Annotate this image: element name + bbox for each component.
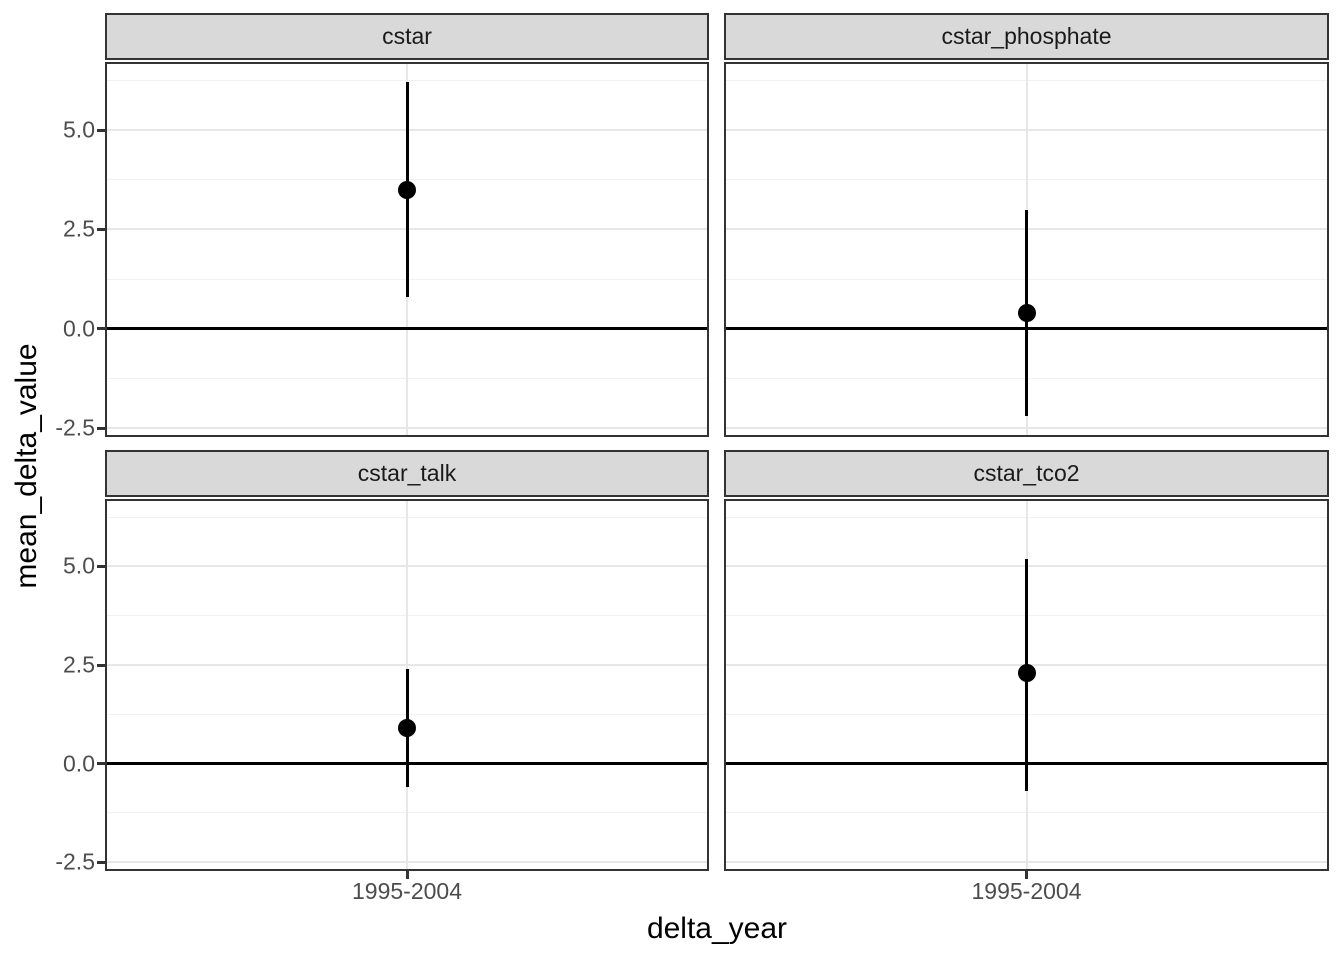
y-tick-label: -2.5 xyxy=(55,414,95,441)
x-tick-label: 1995-2004 xyxy=(352,878,462,904)
point-estimate xyxy=(398,180,416,199)
y-tick-label: 5.0 xyxy=(63,552,95,579)
x-tick-label: 1995-2004 xyxy=(971,878,1082,904)
facet-strip-label: cstar_phosphate xyxy=(941,23,1112,49)
y-tick-mark xyxy=(97,564,105,568)
y-tick-mark xyxy=(97,762,105,766)
y-tick-label: 0.0 xyxy=(63,750,95,777)
y-tick-label: 5.0 xyxy=(63,116,95,143)
x-axis-title: delta_year xyxy=(646,912,788,945)
facet-strip: cstar_phosphate xyxy=(724,13,1329,60)
facet-strip: cstar_talk xyxy=(105,450,709,497)
y-tick-mark xyxy=(97,227,105,231)
x-tick-mark xyxy=(405,871,409,879)
facet-panel xyxy=(105,499,709,871)
y-tick-mark xyxy=(97,860,105,864)
y-axis-title: mean_delta_value xyxy=(10,343,43,589)
facet-panel xyxy=(724,499,1329,871)
y-tick-mark xyxy=(97,426,105,430)
facet-strip-label: cstar_talk xyxy=(357,460,457,486)
facet-panel xyxy=(105,62,709,437)
point-estimate xyxy=(1017,663,1036,682)
y-tick-label: -2.5 xyxy=(55,848,95,875)
facet-strip: cstar_tco2 xyxy=(724,450,1329,497)
y-tick-mark xyxy=(97,128,105,132)
y-tick-label: 2.5 xyxy=(63,651,95,678)
facet-strip-label: cstar_tco2 xyxy=(973,460,1080,486)
facet-strip: cstar xyxy=(105,13,709,60)
facet-panel xyxy=(724,62,1329,437)
y-tick-mark xyxy=(97,327,105,331)
point-estimate xyxy=(398,719,416,738)
y-tick-label: 0.0 xyxy=(63,315,95,342)
point-estimate xyxy=(1017,303,1036,322)
y-tick-mark xyxy=(97,663,105,667)
y-tick-label: 2.5 xyxy=(63,215,95,242)
x-tick-mark xyxy=(1025,871,1028,879)
facet-strip-label: cstar xyxy=(382,23,432,49)
zero-reference-line xyxy=(107,327,707,331)
